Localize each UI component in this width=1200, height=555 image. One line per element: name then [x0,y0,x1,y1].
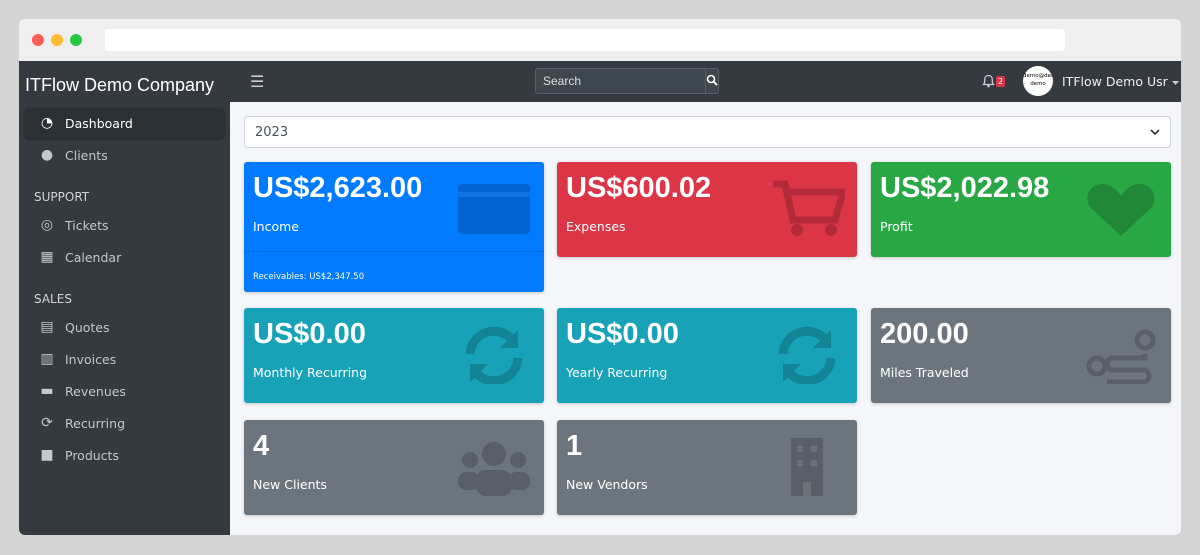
tachometer-icon: ◔ [40,115,54,131]
menu-toggle-icon[interactable]: ☰ [250,72,265,91]
stat-label: Yearly Recurring [566,365,668,380]
search-icon [706,74,718,86]
browser-titlebar [19,19,1181,61]
maximize-window-button[interactable] [70,34,82,46]
stat-card-expenses[interactable]: US$600.02 Expenses [557,162,857,257]
brand-link[interactable]: ITFlow Demo Company [25,75,215,95]
sidebar-item-products[interactable]: ■ Products [25,440,224,470]
sidebar-item-label: Dashboard [65,115,133,131]
sidebar-item-label: Recurring [65,415,125,431]
sidebar-item-revenues[interactable]: ▬ Revenues [25,376,224,406]
sidebar-item-label: Clients [65,147,108,163]
credit-card-icon [458,184,530,234]
box-icon: ■ [40,447,54,463]
sidebar-item-recurring[interactable]: ⟳ Recurring [25,408,224,438]
sync-icon [465,326,523,384]
stat-label: Income [253,219,299,234]
search-button[interactable] [705,68,719,94]
stat-value: US$0.00 [253,318,366,350]
top-navbar: ☰ 2 demo@demo demo ITFlow Demo Usr [230,61,1181,102]
stat-card-yearly-recurring[interactable]: US$0.00 Yearly Recurring [557,308,857,403]
stat-card-new-clients[interactable]: 4 New Clients [244,420,544,515]
calendar-icon: ▦ [40,249,54,265]
heart-icon [1087,184,1155,236]
shopping-cart-icon [773,180,845,236]
sidebar-item-dashboard[interactable]: ◔ Dashboard [25,108,224,138]
close-window-button[interactable] [32,34,44,46]
sidebar-item-label: Quotes [65,319,110,335]
sync-icon [778,326,836,384]
receivables-footer: Receivables: US$2,347.50 [244,251,544,292]
stat-label: New Clients [253,477,327,492]
browser-window: ITFlow Demo Company ◔ Dashboard ● Clients … [19,19,1181,535]
users-icon [458,442,530,496]
caret-down-icon [1171,81,1179,85]
stat-label: Monthly Recurring [253,365,368,380]
stat-value: 4 [253,430,270,462]
stat-value: 1 [566,430,583,462]
stat-label: Expenses [566,219,626,234]
life-ring-icon: ◎ [40,217,54,233]
stat-card-miles-traveled[interactable]: 200.00 Miles Traveled [871,308,1171,403]
users-icon: ● [40,147,54,163]
search-input[interactable] [535,68,705,94]
user-menu[interactable]: ITFlow Demo Usr [1062,74,1179,89]
stat-value: US$2,022.98 [880,172,1050,204]
avatar[interactable]: demo@demo demo [1023,66,1053,96]
invoice-icon: ▥ [40,351,54,367]
stat-card-new-vendors[interactable]: 1 New Vendors [557,420,857,515]
sidebar-item-label: Products [65,447,119,463]
sales-header: SALES [34,292,72,306]
stat-card-profit[interactable]: US$2,022.98 Profit [871,162,1171,257]
search-form [535,68,719,94]
sidebar-item-label: Calendar [65,249,122,265]
stat-card-monthly-recurring[interactable]: US$0.00 Monthly Recurring [244,308,544,403]
building-icon [791,438,823,496]
stat-label: Profit [880,219,913,234]
notification-badge: 2 [996,76,1006,87]
sidebar-item-label: Revenues [65,383,126,399]
sidebar-item-label: Invoices [65,351,117,367]
file-icon: ▤ [40,319,54,335]
stat-value: US$600.02 [566,172,712,204]
sidebar-item-clients[interactable]: ● Clients [25,140,224,170]
year-value: 2023 [255,125,289,140]
route-icon [1086,329,1156,384]
address-bar[interactable] [105,29,1065,51]
chevron-down-icon [1150,129,1160,136]
sync-icon: ⟳ [41,415,53,431]
year-select[interactable]: 2023 [244,116,1171,148]
sidebar-item-label: Tickets [65,217,109,233]
bell-icon[interactable] [982,74,995,88]
sidebar-item-invoices[interactable]: ▥ Invoices [25,344,224,374]
stat-value: 200.00 [880,318,969,350]
credit-card-icon: ▬ [40,383,54,399]
minimize-window-button[interactable] [51,34,63,46]
user-name: ITFlow Demo Usr [1062,74,1168,89]
stat-label: Miles Traveled [880,365,969,380]
sidebar-item-quotes[interactable]: ▤ Quotes [25,312,224,342]
stat-value: US$2,623.00 [253,172,423,204]
stat-value: US$0.00 [566,318,679,350]
stat-label: New Vendors [566,477,648,492]
stat-card-income[interactable]: US$2,623.00 Income Receivables: US$2,347.5… [244,162,544,292]
sidebar-item-tickets[interactable]: ◎ Tickets [25,210,224,240]
sidebar: ITFlow Demo Company ◔ Dashboard ● Clients … [19,61,230,535]
sidebar-item-calendar[interactable]: ▦ Calendar [25,242,224,272]
support-header: SUPPORT [34,190,90,204]
